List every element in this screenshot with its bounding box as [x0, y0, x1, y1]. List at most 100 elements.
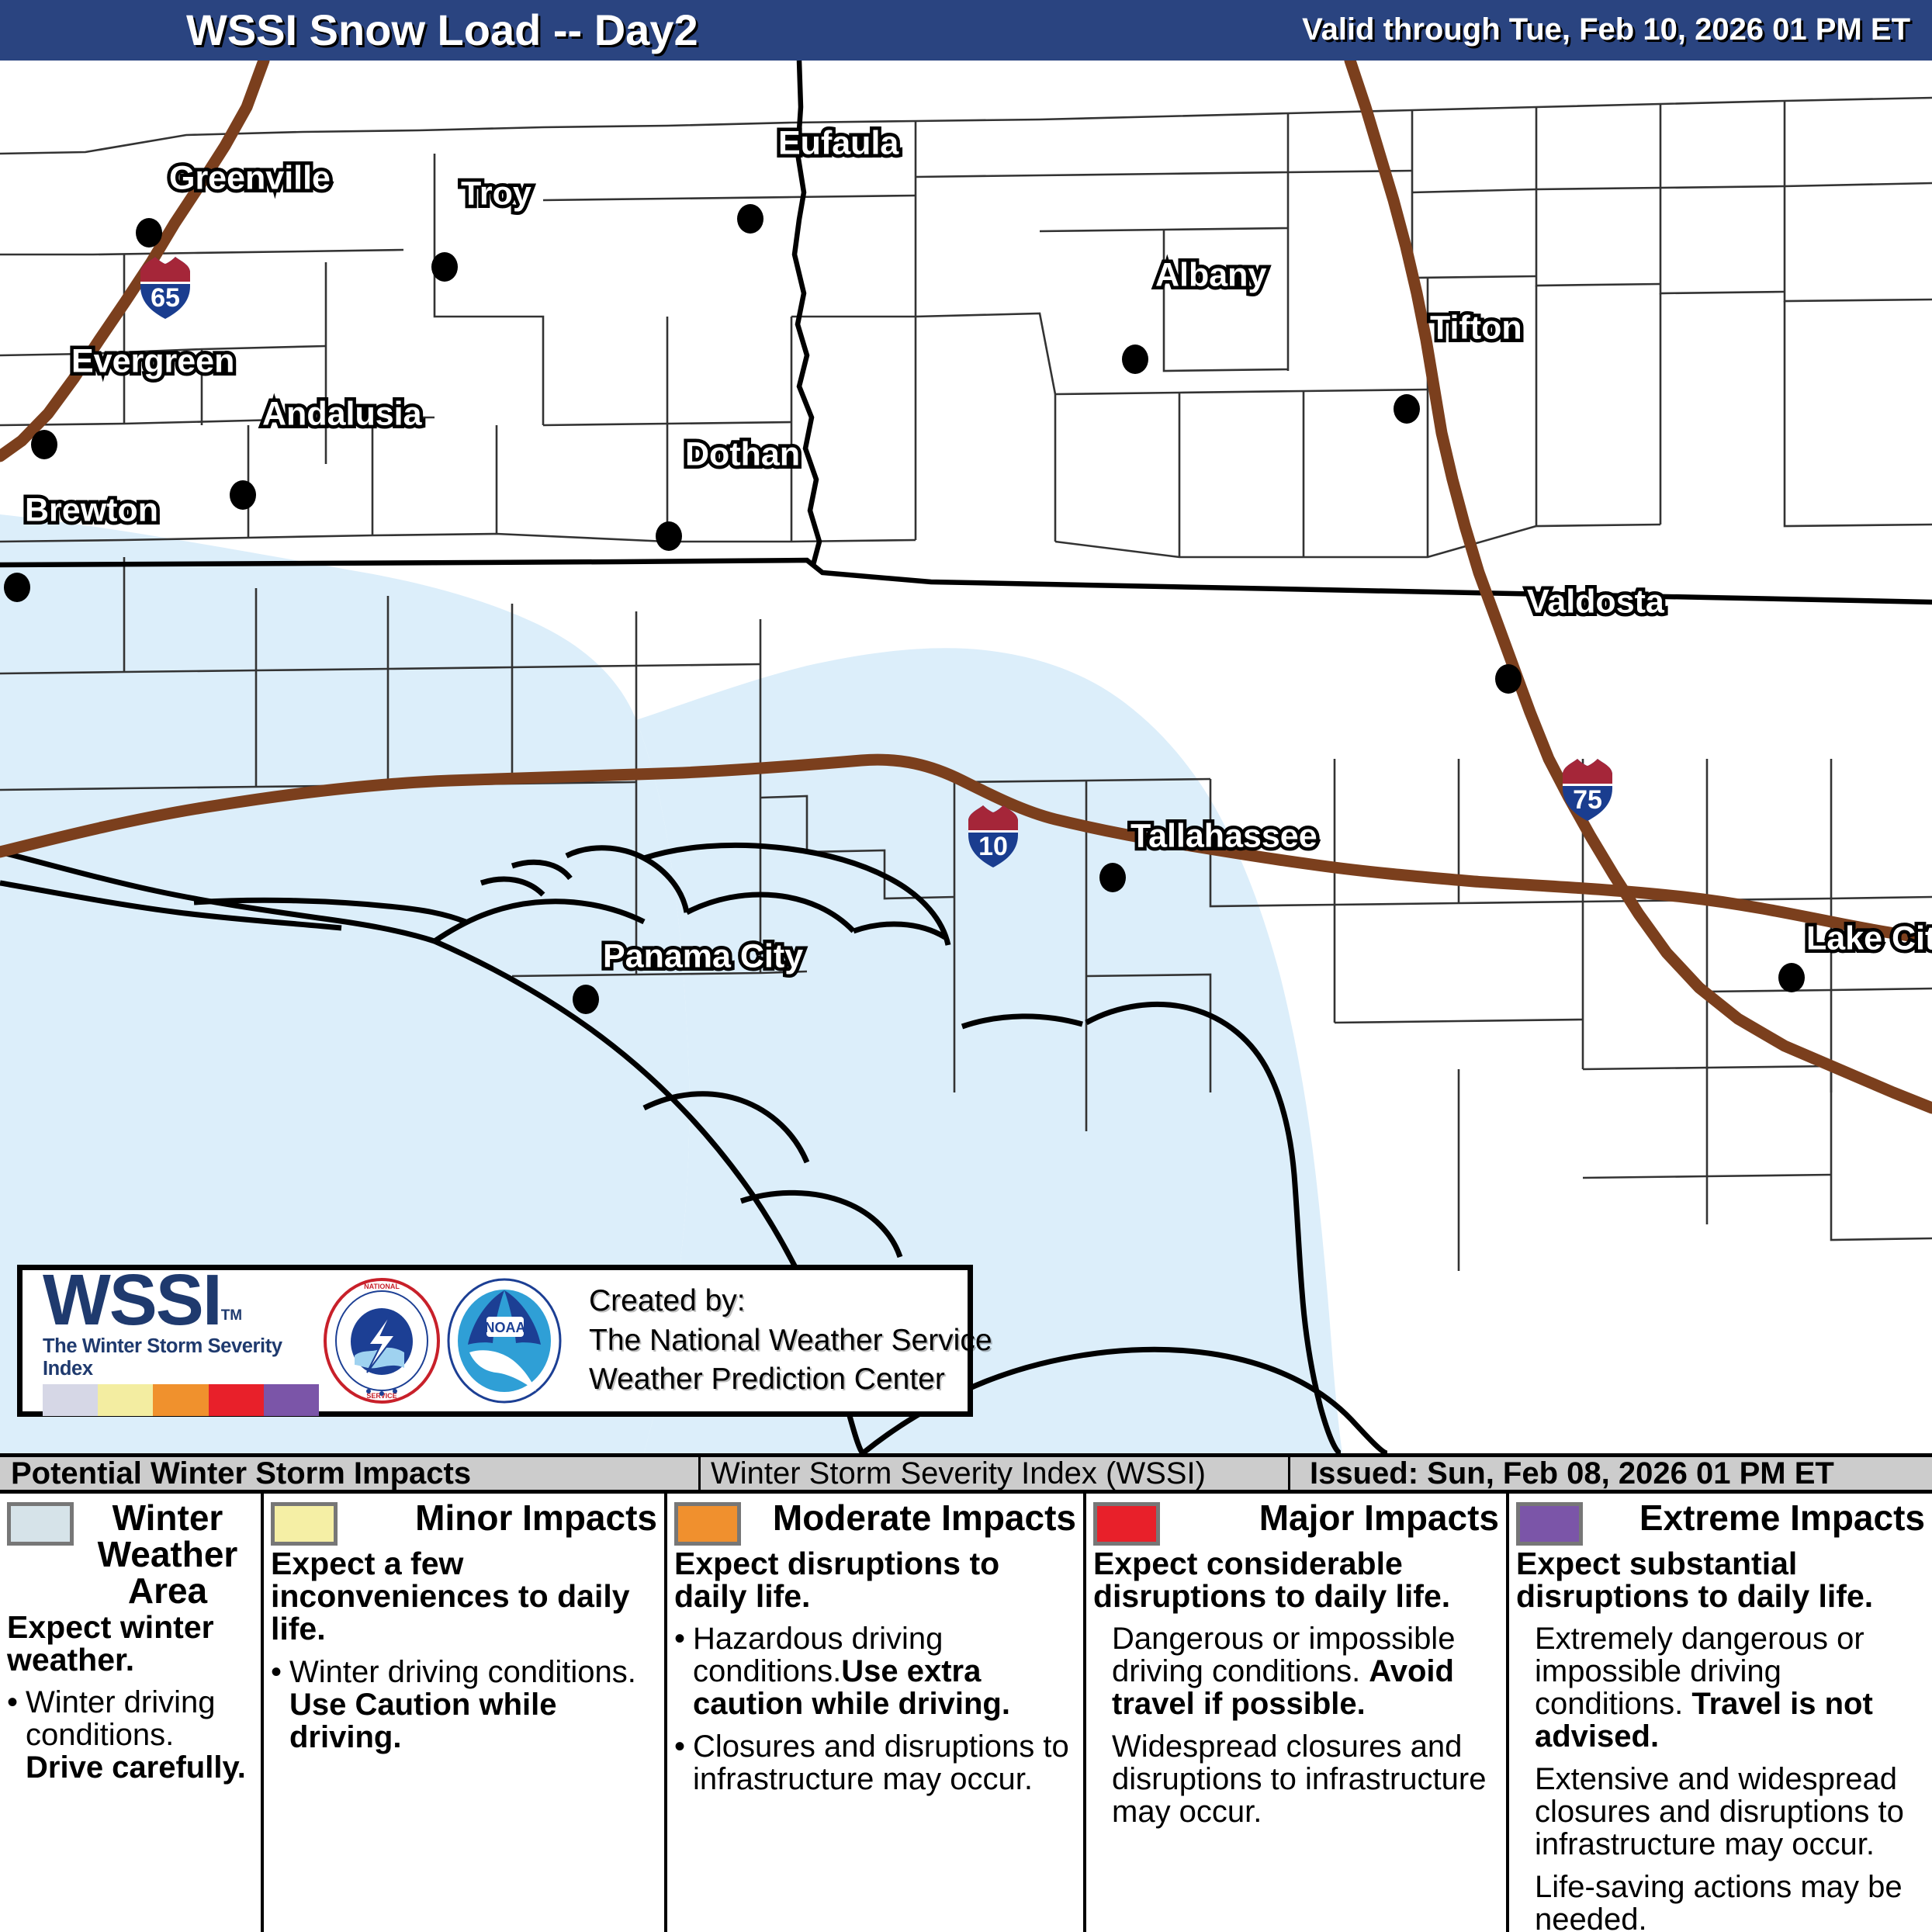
legend-header: Minor Impacts: [271, 1500, 657, 1546]
legend-column-winter-weather-area[interactable]: Winter Weather Area Expect winter weathe…: [0, 1494, 264, 1932]
interstate-shield-65: 65: [140, 257, 190, 319]
svg-text:65: 65: [151, 283, 180, 313]
valid-through-text: Valid through Tue, Feb 10, 2026 01 PM ET: [1302, 12, 1910, 47]
city-label-tallahassee: Tallahassee: [1127, 814, 1321, 858]
map-geography: [0, 61, 1932, 1453]
agency-seals: NATIONAL SERVICE NOAA: [324, 1278, 563, 1404]
city-dot-greenville: [136, 218, 162, 248]
bullet-plain: Extremely dangerous or impossible drivin…: [1535, 1622, 1864, 1722]
created-by-line1: Created by:: [589, 1283, 746, 1317]
map-canvas[interactable]: Greenville Troy Eufaula Albany Tifton Ev…: [0, 61, 1932, 1453]
legend-label-extreme-impacts: Extreme Impacts: [1639, 1497, 1925, 1538]
created-by-line2: The National Weather Service: [589, 1323, 992, 1357]
bullet-bold: Travel is not advised.: [1535, 1687, 1873, 1754]
city-dot-lakecity: [1778, 963, 1805, 992]
status-divider-1: [698, 1457, 701, 1490]
city-label-andalusia: Andalusia: [259, 392, 425, 436]
legend-header: Moderate Impacts: [674, 1500, 1076, 1546]
bullet-bold: Drive carefully.: [26, 1750, 246, 1785]
page-title: WSSI Snow Load -- Day2: [186, 5, 698, 54]
legend-bullet: • Winter driving conditions. Drive caref…: [7, 1686, 254, 1784]
city-dot-valdosta: [1495, 664, 1522, 694]
legend-swatch-minor-impacts: [271, 1502, 338, 1546]
city-label-dothan: Dothan: [681, 432, 803, 476]
city-dot-tifton: [1394, 394, 1420, 424]
bullet-dot-icon: •: [7, 1685, 19, 1720]
city-label-greenville: Greenville: [166, 156, 334, 200]
status-potential-impacts: Potential Winter Storm Impacts: [11, 1456, 472, 1491]
legend-bullet: • Dangerous or impossible driving condit…: [1093, 1622, 1499, 1720]
national-weather-service-seal: NATIONAL SERVICE: [324, 1278, 440, 1404]
bullet-plain: Winter driving conditions.: [289, 1654, 636, 1689]
city-dot-albany: [1122, 345, 1148, 374]
city-dot-tallahassee: [1099, 863, 1126, 892]
legend-bullet: • Closures and disruptions to infrastruc…: [674, 1730, 1076, 1795]
legend-bullet: • Life-saving actions may be needed.: [1516, 1871, 1925, 1932]
created-by-block: Created by: The National Weather Service…: [589, 1282, 992, 1400]
bullet-plain: Extensive and widespread closures and di…: [1535, 1762, 1904, 1862]
bullet-plain: Winter driving conditions.: [26, 1685, 216, 1753]
legend-swatch-winter-weather-area: [7, 1502, 74, 1546]
legend-intro-extreme-impacts: Expect substantial disruptions to daily …: [1516, 1546, 1874, 1615]
bullet-bold: Use Caution while driving.: [289, 1687, 557, 1754]
city-dot-panamacity: [573, 985, 599, 1014]
noaa-seal-label: NOAA: [485, 1320, 526, 1335]
bullet-plain: Dangerous or impossible driving conditio…: [1112, 1622, 1456, 1689]
header-bar: WSSI Snow Load -- Day2 Valid through Tue…: [0, 0, 1932, 61]
bullet-plain: Widespread closures and disruptions to i…: [1112, 1729, 1487, 1830]
bullet-plain: Life-saving actions may be needed.: [1535, 1870, 1903, 1932]
bullet-dot-icon: •: [271, 1654, 282, 1689]
city-label-eufaula: Eufaula: [774, 121, 902, 165]
legend-intro-major-impacts: Expect considerable disruptions to daily…: [1093, 1546, 1451, 1615]
legend-bullet: • Widespread closures and disruptions to…: [1093, 1730, 1499, 1828]
city-label-brewton: Brewton: [22, 488, 162, 532]
wssi-credit-box: WSSITM The Winter Storm Severity Index N…: [17, 1259, 992, 1417]
legend-bullet: • Hazardous driving conditions.Use extra…: [674, 1622, 1076, 1720]
legend-bullet: • Extremely dangerous or impossible driv…: [1516, 1622, 1925, 1753]
svg-text:75: 75: [1573, 785, 1602, 815]
legend-header: Winter Weather Area: [7, 1500, 254, 1609]
bullet-dot-icon: •: [674, 1622, 686, 1657]
legend-column-major-impacts[interactable]: Major Impacts Expect considerable disrup…: [1086, 1494, 1509, 1932]
legend-label-minor-impacts: Minor Impacts: [415, 1497, 657, 1538]
city-label-tifton: Tifton: [1427, 306, 1526, 350]
city-dot-dothan: [656, 521, 682, 551]
city-label-troy: Troy: [458, 171, 535, 216]
legend-swatch-moderate-impacts: [674, 1502, 741, 1546]
city-dot-evergreen: [31, 430, 57, 459]
city-dot-eufaula: [737, 204, 763, 234]
legend-column-moderate-impacts[interactable]: Moderate Impacts Expect disruptions to d…: [667, 1494, 1086, 1932]
legend-label-major-impacts: Major Impacts: [1259, 1497, 1499, 1538]
legend-header: Major Impacts: [1093, 1500, 1499, 1546]
city-label-panamacity: Panama City: [599, 934, 806, 978]
legend-bullet: • Winter driving conditions. Use Caution…: [271, 1656, 657, 1754]
wssi-wordmark: WSSITM: [43, 1259, 243, 1340]
impact-legend: Winter Weather Area Expect winter weathe…: [0, 1494, 1932, 1932]
bullet-dot-icon: •: [674, 1729, 686, 1764]
legend-label-moderate-impacts: Moderate Impacts: [772, 1497, 1076, 1538]
legend-column-extreme-impacts[interactable]: Extreme Impacts Expect substantial disru…: [1509, 1494, 1932, 1932]
bullet-bold: Use extra caution while driving.: [693, 1654, 1010, 1722]
legend-swatch-major-impacts: [1093, 1502, 1160, 1546]
interstate-shield-10: 10: [968, 805, 1018, 867]
legend-intro-winter-weather-area: Expect winter weather.: [7, 1608, 214, 1678]
legend-label-winter-weather-area: Winter Weather Area: [97, 1497, 238, 1611]
svg-text:NATIONAL: NATIONAL: [364, 1283, 400, 1290]
city-dot-andalusia: [230, 480, 256, 510]
legend-swatch-extreme-impacts: [1516, 1502, 1583, 1546]
wssi-logo: WSSITM The Winter Storm Severity Index: [23, 1259, 320, 1417]
city-label-lakecity: Lake City: [1802, 916, 1932, 961]
legend-column-minor-impacts[interactable]: Minor Impacts Expect a few inconvenience…: [264, 1494, 667, 1932]
legend-bullet: • Extensive and widespread closures and …: [1516, 1763, 1925, 1861]
city-label-valdosta: Valdosta: [1524, 580, 1668, 624]
city-dot-brewton: [4, 573, 30, 602]
status-wssi-name: Winter Storm Severity Index (WSSI): [711, 1456, 1206, 1491]
created-by-line3: Weather Prediction Center: [589, 1362, 945, 1397]
city-label-albany: Albany: [1151, 253, 1269, 297]
status-bar: Potential Winter Storm Impacts Winter St…: [0, 1453, 1932, 1494]
bullet-plain: Hazardous driving conditions.: [693, 1622, 943, 1689]
county-boundaries: [0, 96, 1932, 1271]
trademark-mark: TM: [220, 1307, 243, 1324]
interstate-shield-75: 75: [1563, 759, 1612, 821]
bullet-bold: Avoid travel if possible.: [1112, 1654, 1454, 1722]
